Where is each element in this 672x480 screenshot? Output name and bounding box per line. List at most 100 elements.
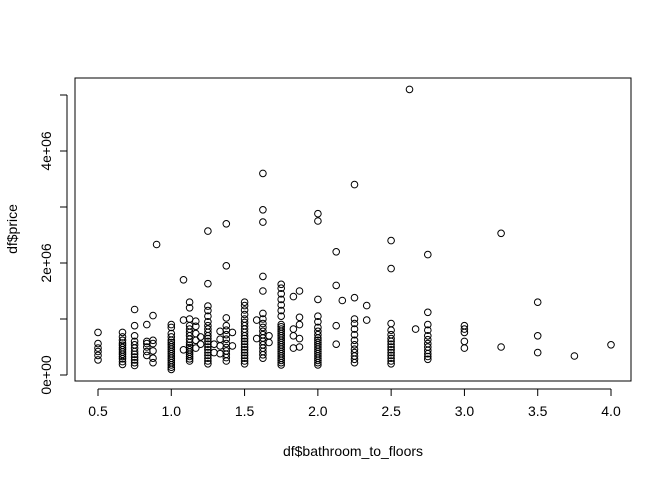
x-tick-label: 1.5 <box>235 403 255 419</box>
data-point <box>332 248 341 256</box>
data-point <box>179 276 188 284</box>
data-point <box>130 305 139 314</box>
data-point <box>314 323 322 332</box>
data-point <box>130 353 139 361</box>
data-point <box>94 328 102 337</box>
data-point <box>259 323 267 332</box>
data-point <box>350 319 359 328</box>
data-point <box>94 344 102 352</box>
x-tick-label: 0.5 <box>88 403 108 419</box>
data-point <box>216 327 224 336</box>
data-point <box>277 312 286 321</box>
data-point <box>314 327 322 336</box>
data-point <box>149 339 157 348</box>
data-point <box>289 292 298 301</box>
data-point <box>289 325 298 333</box>
data-point <box>118 343 127 352</box>
data-point <box>295 343 304 351</box>
data-point <box>167 323 176 332</box>
data-point <box>240 354 249 363</box>
data-point <box>314 336 322 345</box>
data-point <box>167 341 176 349</box>
data-point <box>118 333 127 341</box>
data-point <box>295 287 304 295</box>
data-point <box>424 355 432 364</box>
data-point <box>350 336 359 345</box>
data-point <box>259 206 267 214</box>
data-point <box>204 279 212 288</box>
data-point <box>332 321 341 330</box>
data-point <box>130 358 139 367</box>
data-point <box>259 169 267 178</box>
data-point <box>350 348 359 357</box>
data-point <box>277 323 286 331</box>
data-point <box>387 351 395 360</box>
data-point <box>192 344 200 352</box>
data-point <box>167 333 176 341</box>
data-point <box>607 341 615 349</box>
data-point <box>94 339 102 348</box>
data-point <box>210 348 218 357</box>
data-point <box>387 340 395 349</box>
data-point <box>240 351 249 360</box>
data-point <box>497 343 505 351</box>
data-point <box>240 337 249 346</box>
data-point <box>222 335 231 344</box>
data-point <box>277 306 286 315</box>
data-point <box>204 318 212 326</box>
data-point <box>259 309 267 318</box>
data-point <box>228 328 237 337</box>
data-point <box>314 295 322 304</box>
data-point <box>497 229 505 238</box>
data-point <box>143 343 151 351</box>
data-point <box>204 357 212 365</box>
y-tick-label: 4e+06 <box>38 131 54 171</box>
data-point <box>167 338 176 347</box>
data-point <box>295 320 304 329</box>
data-point <box>387 334 395 343</box>
plot-box <box>74 77 632 382</box>
data-point <box>196 340 205 349</box>
data-point <box>204 306 212 315</box>
data-point <box>277 320 286 329</box>
data-point <box>222 314 231 322</box>
data-point <box>240 310 249 319</box>
data-point <box>192 317 200 326</box>
data-point <box>222 321 231 330</box>
x-tick-label: 2.5 <box>381 403 401 419</box>
data-point <box>424 326 432 335</box>
data-point <box>570 352 579 360</box>
x-tick-label: 3.5 <box>528 403 548 419</box>
data-point <box>424 332 432 340</box>
data-point <box>240 298 249 307</box>
data-point <box>240 348 249 357</box>
data-point <box>149 336 157 345</box>
data-point <box>350 180 359 189</box>
x-axis: 0.5 1.0 1.5 2.0 2.5 3.0 3.5 4.0 <box>88 388 621 419</box>
data-point <box>387 236 395 245</box>
data-point <box>259 287 267 295</box>
data-point <box>338 296 347 305</box>
y-tick-label: 2e+06 <box>38 243 54 283</box>
data-point <box>387 330 395 339</box>
data-point <box>289 344 298 352</box>
data-point <box>130 361 139 370</box>
data-point <box>295 313 304 322</box>
x-tick-label: 1.0 <box>162 403 182 419</box>
data-point <box>252 316 261 324</box>
data-point <box>240 360 249 368</box>
data-point <box>149 311 157 320</box>
y-tick-label: 0e+00 <box>38 355 54 395</box>
x-tick-label: 4.0 <box>601 403 621 419</box>
data-point <box>277 280 286 289</box>
data-point <box>411 325 420 333</box>
data-point <box>185 341 194 350</box>
data-point <box>387 357 395 365</box>
data-point <box>192 322 200 331</box>
data-point <box>460 344 469 352</box>
points-layer <box>94 85 615 374</box>
data-point <box>222 347 231 355</box>
data-point <box>130 337 139 346</box>
data-point <box>265 338 273 347</box>
